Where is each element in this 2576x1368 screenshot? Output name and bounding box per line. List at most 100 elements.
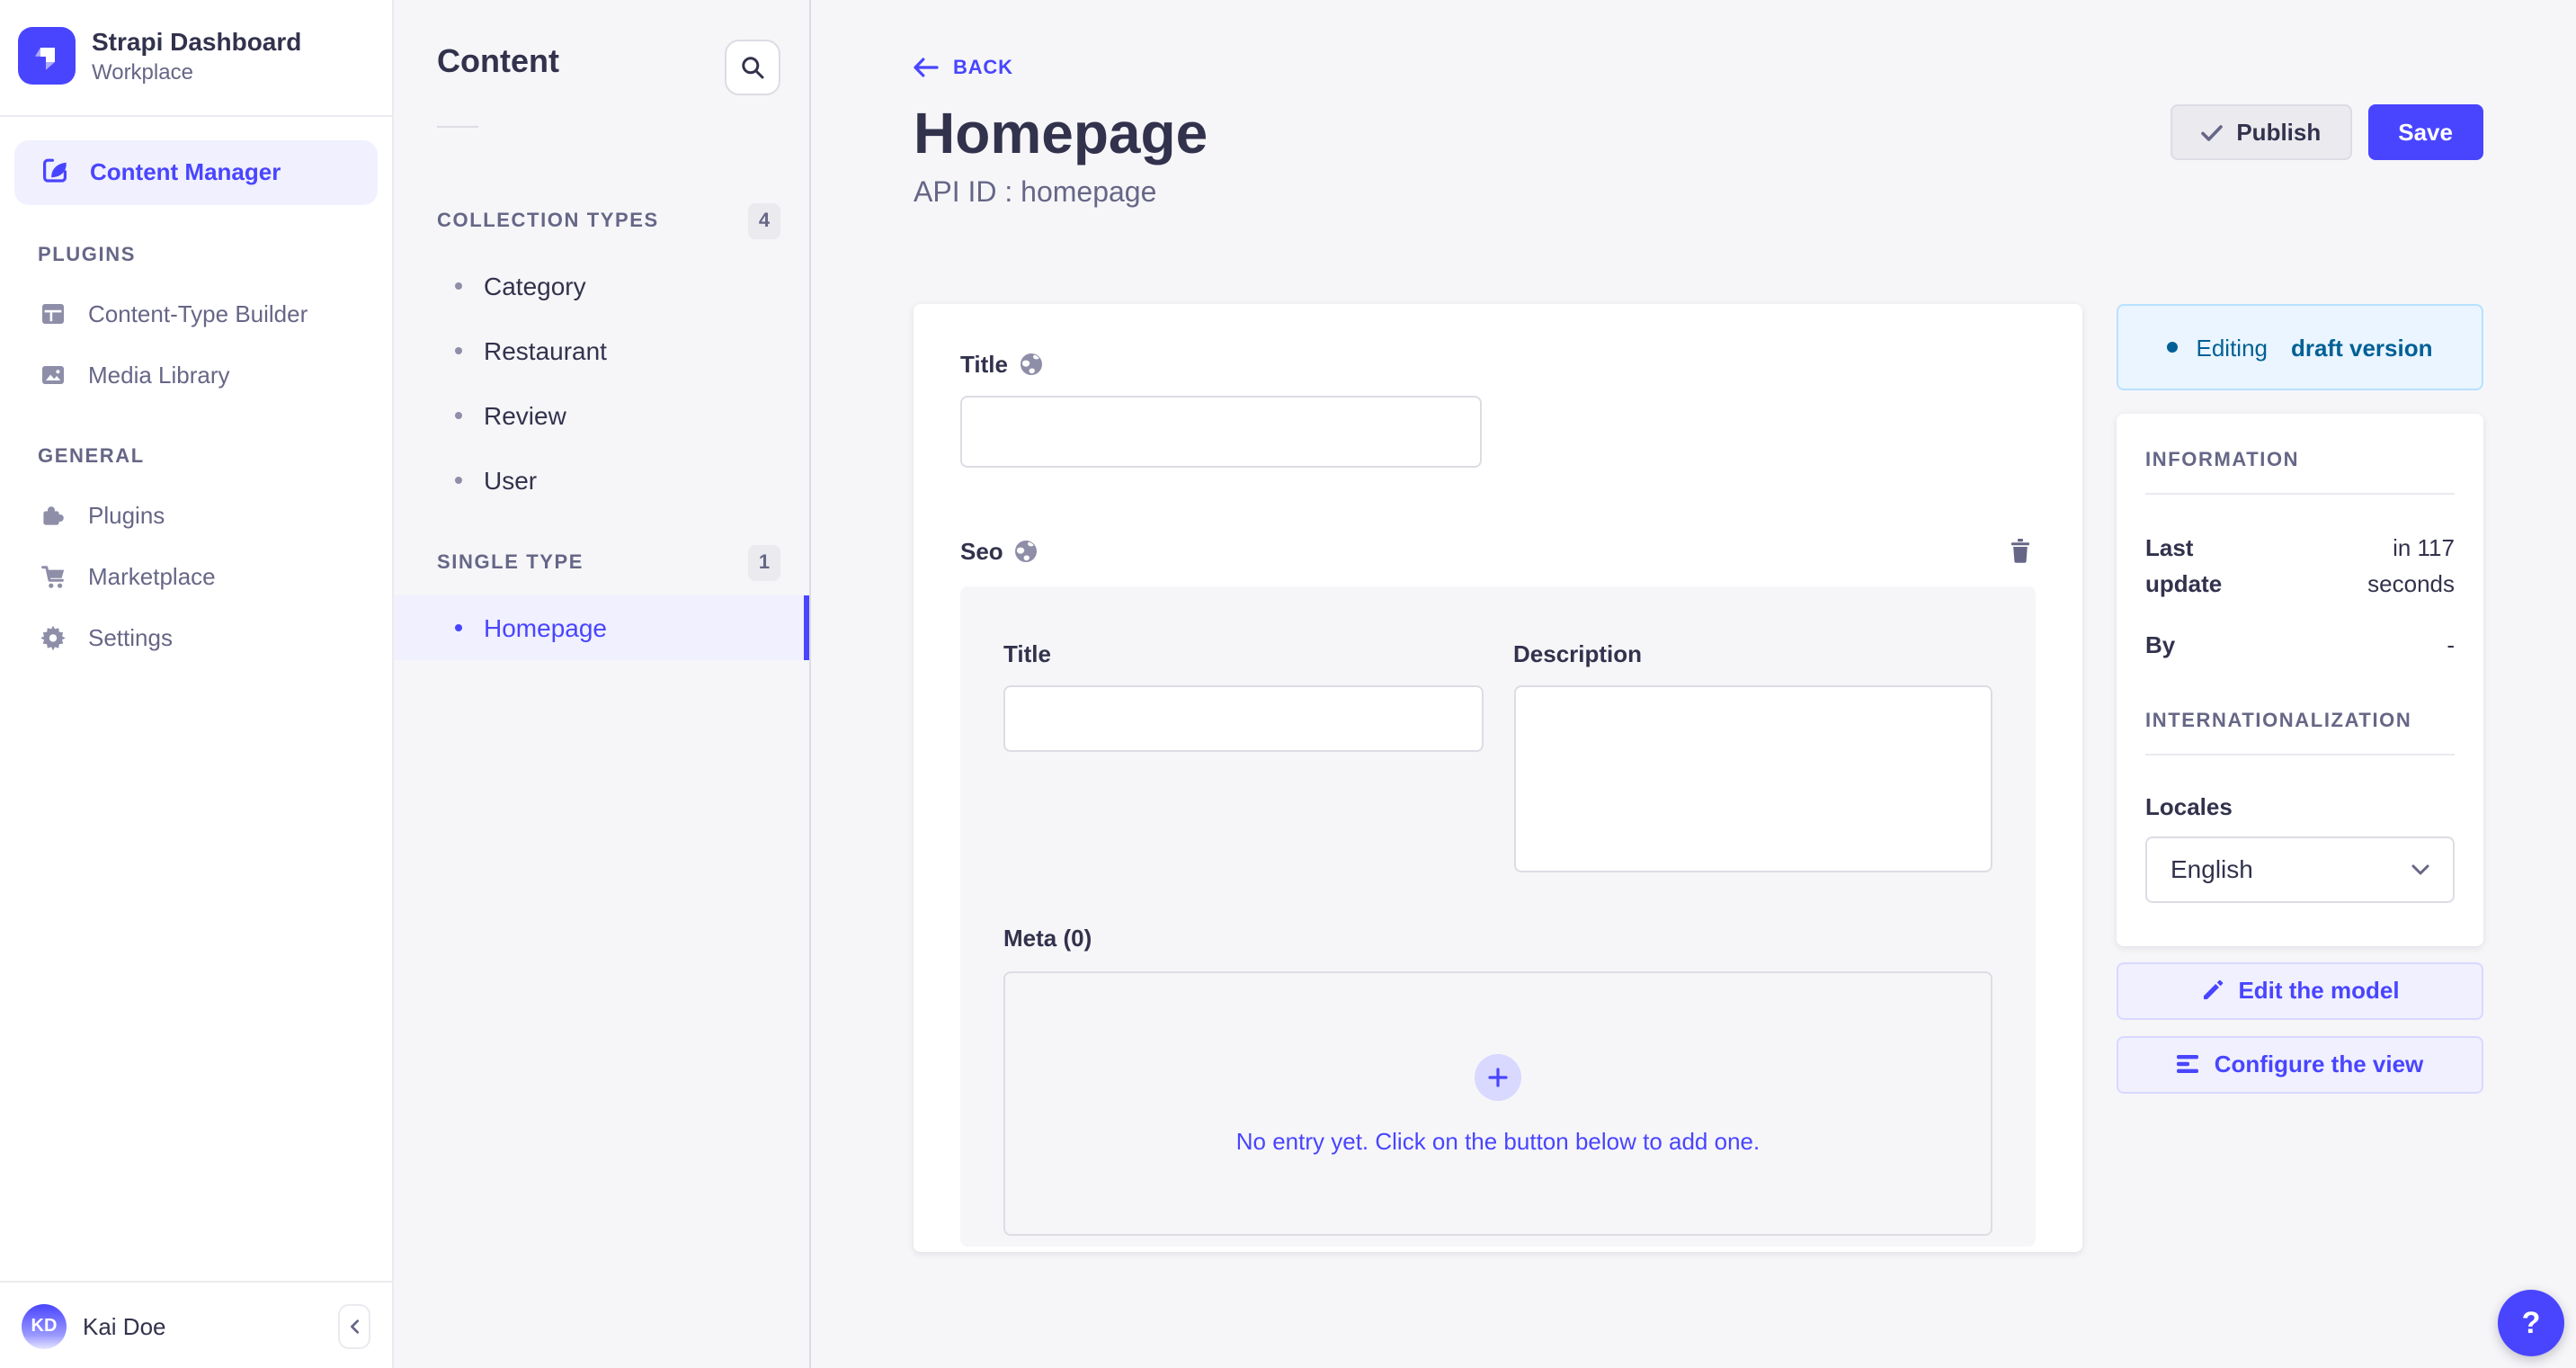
- locales-label: Locales: [2145, 792, 2233, 819]
- page-heading: Homepage API ID : homepage: [914, 104, 1208, 210]
- avatar[interactable]: KD: [22, 1303, 67, 1348]
- meta-empty-box: No entry yet. Click on the button below …: [1003, 971, 1992, 1236]
- sidebar-item-label: Settings: [88, 624, 173, 651]
- search-button[interactable]: [725, 40, 780, 95]
- list-layout-icon: [2177, 1055, 2199, 1073]
- count-badge: 1: [748, 545, 780, 581]
- sidebar-item-label: Content Manager: [90, 158, 281, 185]
- bullet-icon: [455, 347, 462, 354]
- globe-icon: [1014, 540, 1037, 561]
- add-entry-button[interactable]: [1475, 1053, 1521, 1100]
- subnav-item-review[interactable]: Review: [394, 383, 809, 448]
- arrow-left-icon: [914, 58, 939, 77]
- sidebar-item-label: Plugins: [88, 502, 165, 529]
- collection-types-group: COLLECTION TYPES 4 Category Restaurant R…: [394, 203, 809, 513]
- user-name: Kai Doe: [83, 1312, 166, 1339]
- chevron-left-icon: [350, 1319, 359, 1333]
- group-title: COLLECTION TYPES: [437, 210, 659, 232]
- sidebar-item-settings[interactable]: Settings: [0, 607, 392, 668]
- sidebar-item-plugins[interactable]: Plugins: [0, 485, 392, 546]
- app-title: Strapi Dashboard: [92, 27, 302, 56]
- back-link[interactable]: BACK: [914, 57, 1013, 78]
- publish-label: Publish: [2236, 119, 2322, 146]
- section-title: GENERAL: [38, 445, 145, 467]
- help-button[interactable]: ?: [2498, 1290, 2564, 1356]
- status-text: Editing: [2196, 334, 2268, 361]
- section-title: PLUGINS: [38, 244, 136, 265]
- content-type-builder-icon: [38, 299, 68, 329]
- settings-icon: [38, 622, 68, 653]
- subnav-item-homepage[interactable]: Homepage: [394, 595, 809, 660]
- sidebar-section-general: GENERAL Plugins: [0, 445, 392, 668]
- subnav-item-restaurant[interactable]: Restaurant: [394, 318, 809, 383]
- sidebar-item-content-manager[interactable]: Content Manager: [14, 139, 378, 204]
- bullet-icon: [455, 477, 462, 484]
- sidebar-footer: KD Kai Doe: [0, 1281, 392, 1368]
- sidebar-item-label: Content-Type Builder: [88, 300, 308, 327]
- bullet-icon: [455, 282, 462, 290]
- api-id-subtitle: API ID : homepage: [914, 178, 1157, 209]
- main-sidebar: Strapi Dashboard Workplace Content Manag…: [0, 0, 394, 1368]
- sidebar-item-marketplace[interactable]: Marketplace: [0, 546, 392, 607]
- marketplace-icon: [38, 561, 68, 592]
- publish-button[interactable]: Publish: [2170, 104, 2352, 160]
- subnav-item-label: User: [484, 466, 538, 495]
- strapi-logo-icon: [18, 27, 76, 85]
- back-label: BACK: [953, 57, 1013, 78]
- locale-value: English: [2170, 854, 2253, 883]
- meta-label: Meta (0): [1003, 925, 1092, 952]
- delete-seo-button[interactable]: [2005, 534, 2036, 567]
- sidebar-item-media-library[interactable]: Media Library: [0, 344, 392, 406]
- brand[interactable]: Strapi Dashboard Workplace: [0, 0, 392, 116]
- plugins-icon: [38, 500, 68, 531]
- content-manager-icon: [40, 154, 70, 190]
- page-title: Homepage: [914, 101, 1208, 165]
- seo-description-textarea[interactable]: [1513, 685, 1992, 872]
- globe-icon: [1020, 353, 1041, 375]
- bullet-icon: [455, 624, 462, 631]
- information-panel: INFORMATION Last update in 117 seconds B…: [2117, 414, 2483, 945]
- status-emphasis: draft version: [2291, 334, 2433, 361]
- info-row-last-update: Last update in 117 seconds: [2145, 534, 2455, 596]
- configure-view-button[interactable]: Configure the view: [2117, 1035, 2483, 1093]
- seo-title-label: Title: [1003, 640, 1051, 667]
- edit-model-button[interactable]: Edit the model: [2117, 961, 2483, 1019]
- check-icon: [2200, 124, 2223, 140]
- status-dot-icon: [2167, 342, 2179, 353]
- subnav-item-label: Homepage: [484, 613, 607, 642]
- trash-icon: [2011, 539, 2029, 563]
- seo-title-input[interactable]: [1003, 685, 1483, 752]
- seo-label-row: Seo: [960, 537, 1038, 564]
- subnav-title: Content: [437, 43, 559, 79]
- edit-model-label: Edit the model: [2238, 977, 2400, 1004]
- bullet-icon: [455, 412, 462, 419]
- main-content: BACK Homepage API ID : homepage Publish …: [811, 0, 2576, 1368]
- sidebar-item-content-type-builder[interactable]: Content-Type Builder: [0, 283, 392, 344]
- sidebar-item-label: Media Library: [88, 362, 230, 389]
- save-button[interactable]: Save: [2367, 104, 2483, 160]
- sidebar-section-plugins: PLUGINS Content-Type Builder: [0, 244, 392, 406]
- search-icon: [742, 57, 764, 79]
- empty-entry-message: No entry yet. Click on the button below …: [1235, 1127, 1760, 1154]
- sidebar-item-label: Marketplace: [88, 563, 216, 590]
- configure-view-label: Configure the view: [2214, 1051, 2424, 1077]
- internationalization-title: INTERNATIONALIZATION: [2145, 710, 2412, 731]
- collapse-sidebar-button[interactable]: [338, 1303, 370, 1348]
- group-title: SINGLE TYPE: [437, 552, 584, 574]
- subnav-item-label: Category: [484, 272, 586, 300]
- subnav-item-user[interactable]: User: [394, 448, 809, 513]
- seo-component-box: Title Description Meta (0): [960, 586, 2036, 1247]
- content-subnav: Content COLLECTION TYPES 4 Category: [394, 0, 811, 1368]
- title-field-label: Title: [960, 351, 1008, 378]
- count-badge: 4: [748, 203, 780, 239]
- subnav-item-category[interactable]: Category: [394, 254, 809, 318]
- seo-description-label: Description: [1513, 640, 1643, 667]
- media-library-icon: [38, 360, 68, 390]
- title-field-label-row: Title: [960, 351, 2036, 378]
- locale-select[interactable]: English: [2145, 836, 2455, 902]
- subnav-item-label: Review: [484, 401, 566, 430]
- info-row-by: By -: [2145, 631, 2455, 658]
- divider: [2145, 753, 2455, 755]
- plus-icon: [1488, 1067, 1508, 1086]
- title-input[interactable]: [960, 396, 1482, 468]
